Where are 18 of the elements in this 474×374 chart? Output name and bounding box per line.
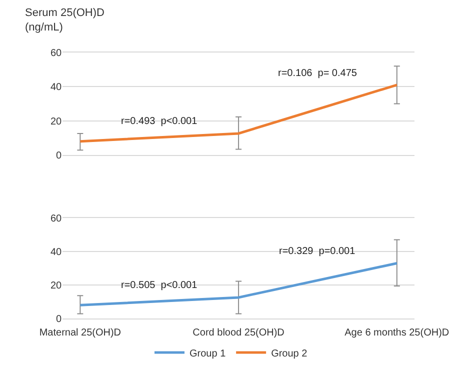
y-tick-label: 0 [56, 314, 62, 326]
y-tick-label: 20 [50, 116, 62, 128]
annotation: r=0.329 p=0.001 [279, 246, 356, 257]
x-tick-label: Maternal 25(OH)D [39, 328, 122, 339]
y-tick-label: 20 [50, 280, 62, 292]
y-tick-label: 40 [50, 82, 62, 94]
y-axis-title: Serum 25(OH)D (ng/mL) [25, 7, 105, 34]
annotation: r=0.493 p<0.001 [121, 116, 198, 127]
annotation: r=0.106 p= 0.475 [278, 68, 358, 79]
y-tick-label: 60 [50, 48, 62, 59]
x-tick-label: Age 6 months 25(OH)D [344, 328, 450, 339]
x-tick-label: Cord blood 25(OH)D [192, 328, 284, 339]
annotation: r=0.505 p<0.001 [121, 280, 198, 291]
y-tick-label: 60 [50, 213, 62, 224]
legend-label: Group 1 [190, 348, 226, 360]
legend-label: Group 2 [271, 348, 308, 360]
y-tick-label: 0 [56, 150, 62, 162]
y-tick-label: 40 [50, 246, 62, 258]
